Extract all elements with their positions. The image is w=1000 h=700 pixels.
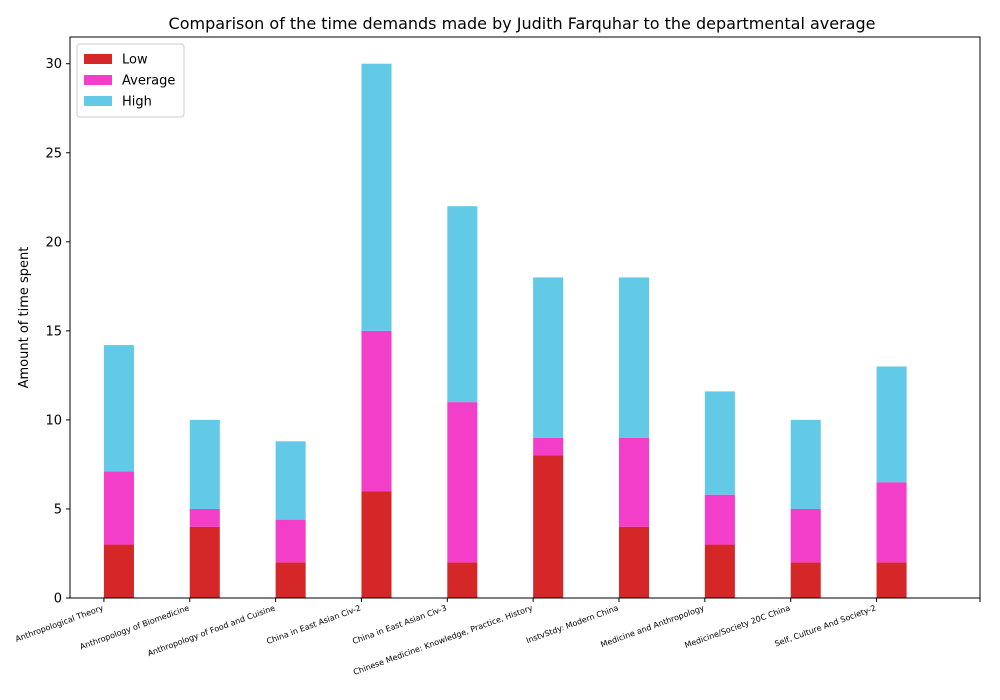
legend-label-low: Low xyxy=(122,53,148,68)
y-tick-label: 25 xyxy=(45,146,62,161)
plot-area xyxy=(103,63,907,598)
bar-high-5 xyxy=(533,277,564,438)
bar-high-1 xyxy=(189,419,220,509)
legend-swatch-low xyxy=(84,54,112,64)
legend: Low Average High xyxy=(76,43,185,118)
y-tick-label: 30 xyxy=(45,57,62,72)
legend-label-high: High xyxy=(122,95,152,110)
bar-low-9 xyxy=(876,562,907,598)
bar-average-7 xyxy=(704,494,735,545)
bar-high-9 xyxy=(876,366,907,483)
bar-high-8 xyxy=(790,419,821,509)
y-tick-label: 20 xyxy=(45,235,62,250)
bar-low-3 xyxy=(361,491,392,598)
legend-swatch-average xyxy=(84,75,112,85)
bar-average-8 xyxy=(790,508,821,563)
bar-average-2 xyxy=(275,519,306,563)
y-tick-label: 10 xyxy=(45,413,62,428)
y-tick-label: 5 xyxy=(54,502,62,517)
bar-low-8 xyxy=(790,562,821,598)
plot-frame xyxy=(69,36,981,599)
x-tick-label: Chinese Medicine: Knowledge, Practice, H… xyxy=(352,603,534,677)
y-axis-label: Amount of time spent xyxy=(17,247,32,389)
bar-average-5 xyxy=(533,437,564,456)
bar-high-3 xyxy=(361,63,392,331)
bar-high-4 xyxy=(447,206,478,403)
chart-title: Comparison of the time demands made by J… xyxy=(169,14,876,33)
bar-low-7 xyxy=(704,544,735,598)
bar-low-4 xyxy=(447,562,478,598)
bar-average-3 xyxy=(361,330,392,492)
x-tick-label: China in East Asian Civ-2 xyxy=(265,603,362,646)
bar-low-1 xyxy=(189,526,220,598)
y-tick-label: 15 xyxy=(45,324,62,339)
bar-average-4 xyxy=(447,402,478,563)
bar-low-0 xyxy=(103,544,134,598)
bar-high-7 xyxy=(704,391,735,495)
bar-low-6 xyxy=(619,526,650,598)
bar-low-5 xyxy=(533,455,564,598)
bar-average-6 xyxy=(619,437,650,527)
bar-average-9 xyxy=(876,482,907,563)
bar-average-1 xyxy=(189,508,220,527)
y-axis: 0 5 10 15 20 25 30 xyxy=(45,57,70,607)
bar-high-0 xyxy=(103,345,134,472)
legend-swatch-high xyxy=(84,96,112,106)
bar-high-6 xyxy=(619,277,650,438)
bar-high-2 xyxy=(275,441,306,520)
legend-label-average: Average xyxy=(122,74,175,89)
y-tick-label: 0 xyxy=(54,592,62,607)
bar-low-2 xyxy=(275,562,306,598)
bar-average-0 xyxy=(103,471,134,545)
